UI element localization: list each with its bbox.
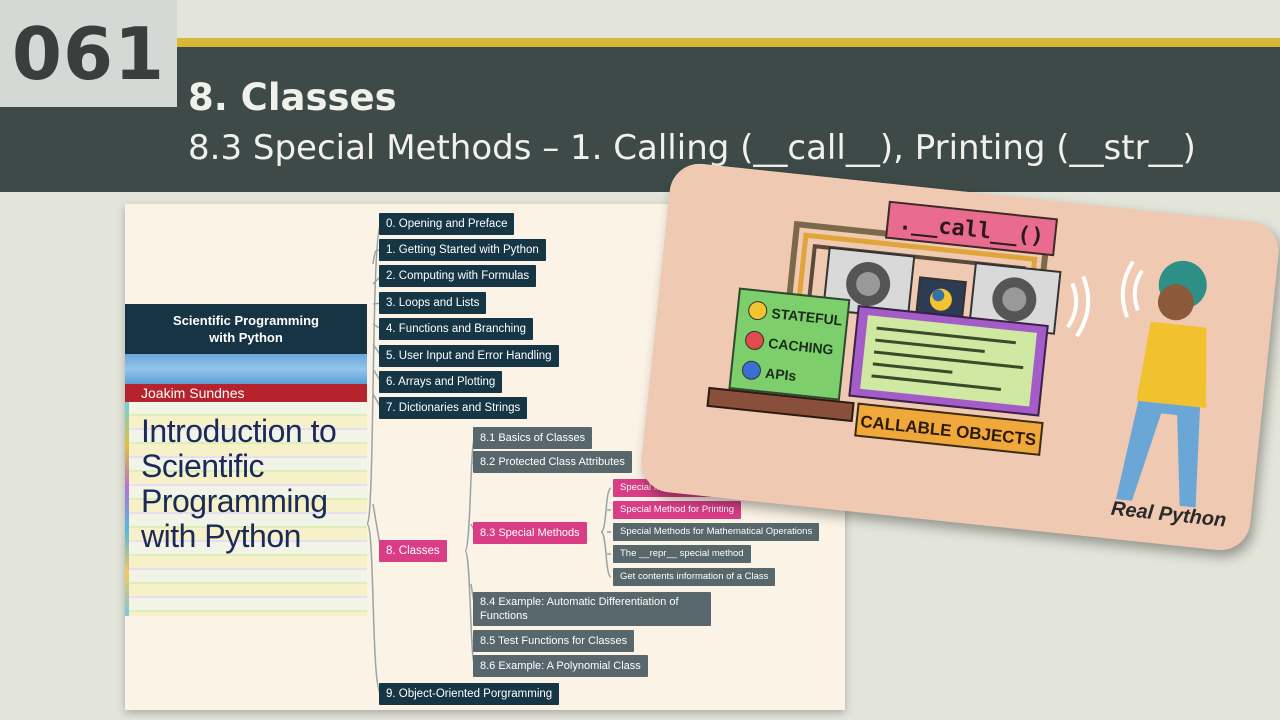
callable-objects-illustration: .__call__() STATEFUL CACHING APIs CALLAB…	[638, 161, 1280, 553]
section-8-6-node[interactable]: 8.6 Example: A Polynomial Class	[473, 655, 648, 677]
chapter-1-node[interactable]: 1. Getting Started with Python	[379, 239, 546, 261]
slide-number-box: 061	[0, 0, 177, 107]
chapter-2-node[interactable]: 2. Computing with Formulas	[379, 265, 536, 287]
chapter-5-node[interactable]: 5. User Input and Error Handling	[379, 345, 559, 367]
chapter-8-node[interactable]: 8. Classes	[379, 540, 447, 562]
accent-line	[177, 38, 1280, 47]
section-8-5-node[interactable]: 8.5 Test Functions for Classes	[473, 630, 634, 652]
section-8-1-node[interactable]: 8.1 Basics of Classes	[473, 427, 592, 449]
topic-repr-node[interactable]: The __repr__ special method	[613, 545, 751, 563]
chapter-9-node[interactable]: 9. Object-Oriented Porgramming	[379, 683, 559, 705]
feature-apis: APIs	[764, 365, 797, 384]
section-8-2-node[interactable]: 8.2 Protected Class Attributes	[473, 451, 632, 473]
chapter-3-node[interactable]: 3. Loops and Lists	[379, 292, 486, 314]
section-8-4-node[interactable]: 8.4 Example: Automatic Differentiation o…	[473, 592, 711, 626]
topic-printing-node[interactable]: Special Method for Printing	[613, 501, 741, 519]
slide-number: 061	[12, 12, 165, 96]
chapter-7-node[interactable]: 7. Dictionaries and Strings	[379, 397, 527, 419]
section-8-3-node[interactable]: 8.3 Special Methods	[473, 522, 587, 544]
slide-title: 8. Classes	[188, 76, 397, 119]
chapter-0-node[interactable]: 0. Opening and Preface	[379, 213, 514, 235]
chapter-4-node[interactable]: 4. Functions and Branching	[379, 318, 533, 340]
topic-contents-node[interactable]: Get contents information of a Class	[613, 568, 775, 586]
topic-math-ops-node[interactable]: Special Methods for Mathematical Operati…	[613, 523, 819, 541]
chapter-6-node[interactable]: 6. Arrays and Plotting	[379, 371, 502, 393]
illustration-art: .__call__() STATEFUL CACHING APIs CALLAB…	[638, 161, 1280, 553]
